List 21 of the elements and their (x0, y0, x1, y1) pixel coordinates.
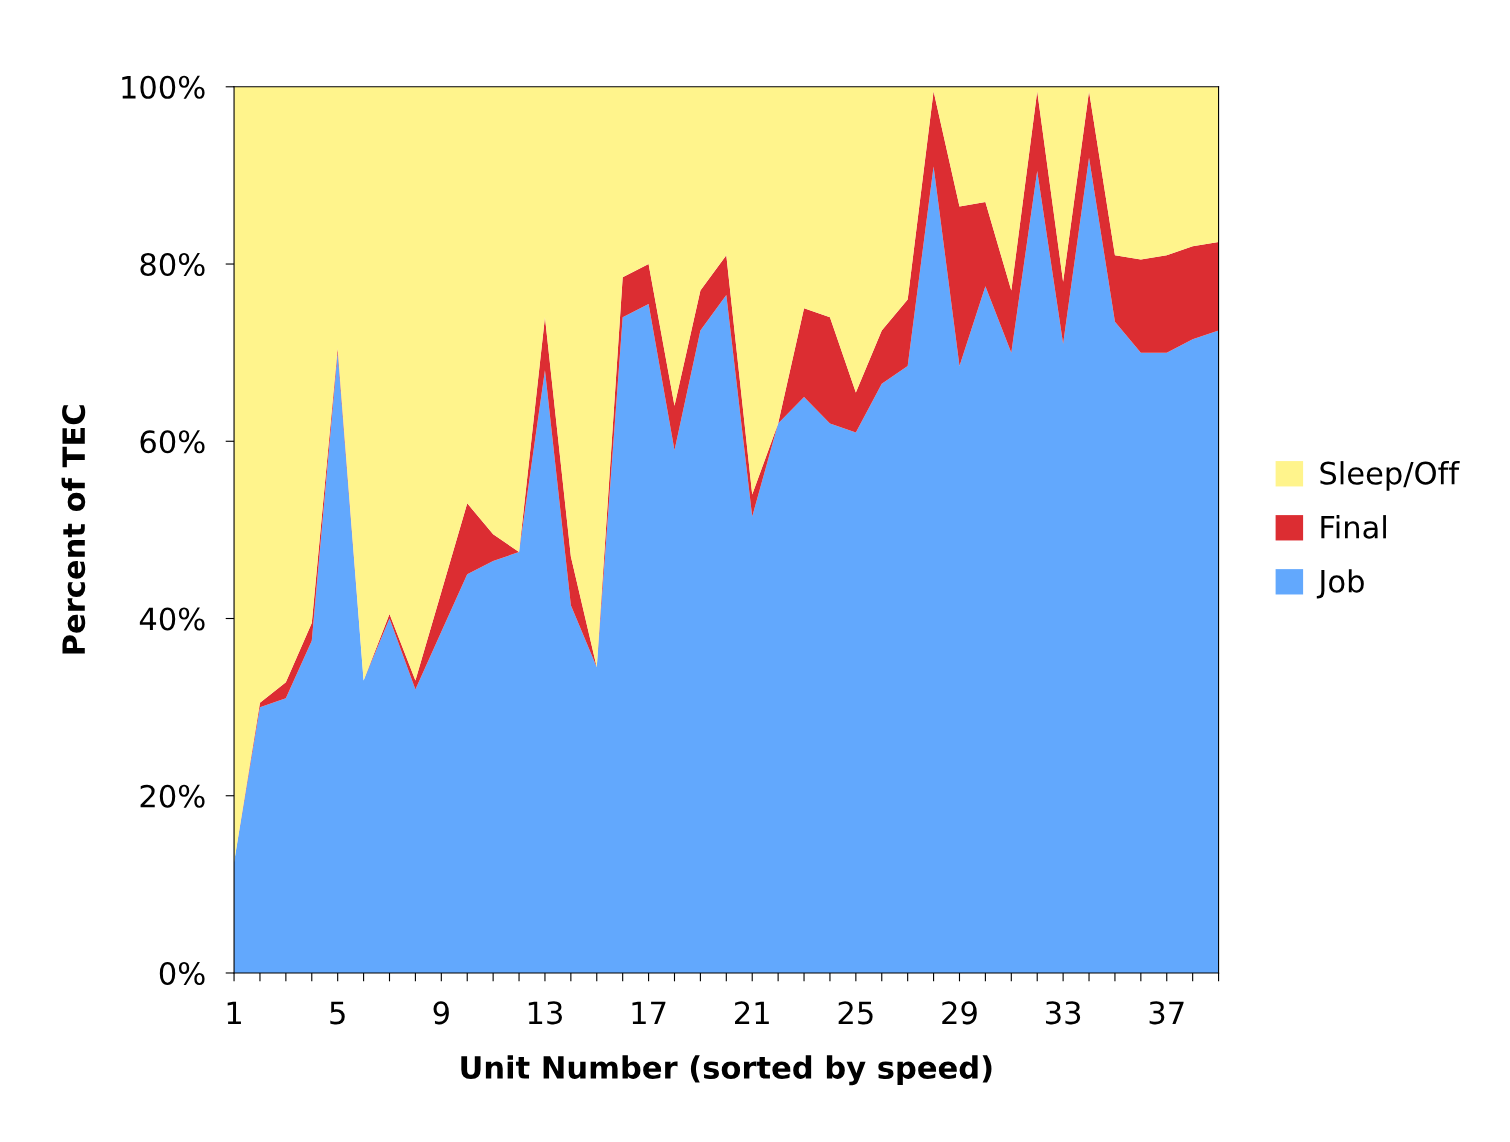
x-axis-title: Unit Number (sorted by speed) (461, 1055, 992, 1086)
x-tick-label: 37 (1149, 1001, 1184, 1025)
x-tick-label: 21 (735, 1001, 769, 1024)
legend-label: Job (1316, 569, 1364, 599)
y-tick-label: 100% (122, 75, 205, 99)
y-axis-title: Percent of TEC (61, 405, 86, 654)
x-tick-label: 33 (1046, 1001, 1081, 1025)
y-tick-label: 40% (139, 607, 205, 631)
y-tick-label: 20% (140, 784, 205, 808)
legend-label: Final (1321, 515, 1386, 539)
y-tick-label: 80% (140, 252, 205, 277)
x-tick-label: 5 (330, 1001, 345, 1025)
x-tick-label: 29 (942, 1001, 977, 1025)
legend-label: Sleep/Off (1320, 461, 1460, 491)
x-tick-label: 17 (632, 1001, 666, 1024)
x-tick-label: 9 (433, 1001, 449, 1025)
x-tick-label: 25 (838, 1001, 873, 1025)
x-tick-label: 1 (227, 1001, 241, 1024)
x-tick-label: 13 (528, 1001, 562, 1025)
y-tick-label: 0% (159, 961, 205, 986)
y-tick-label: 60% (140, 430, 205, 454)
